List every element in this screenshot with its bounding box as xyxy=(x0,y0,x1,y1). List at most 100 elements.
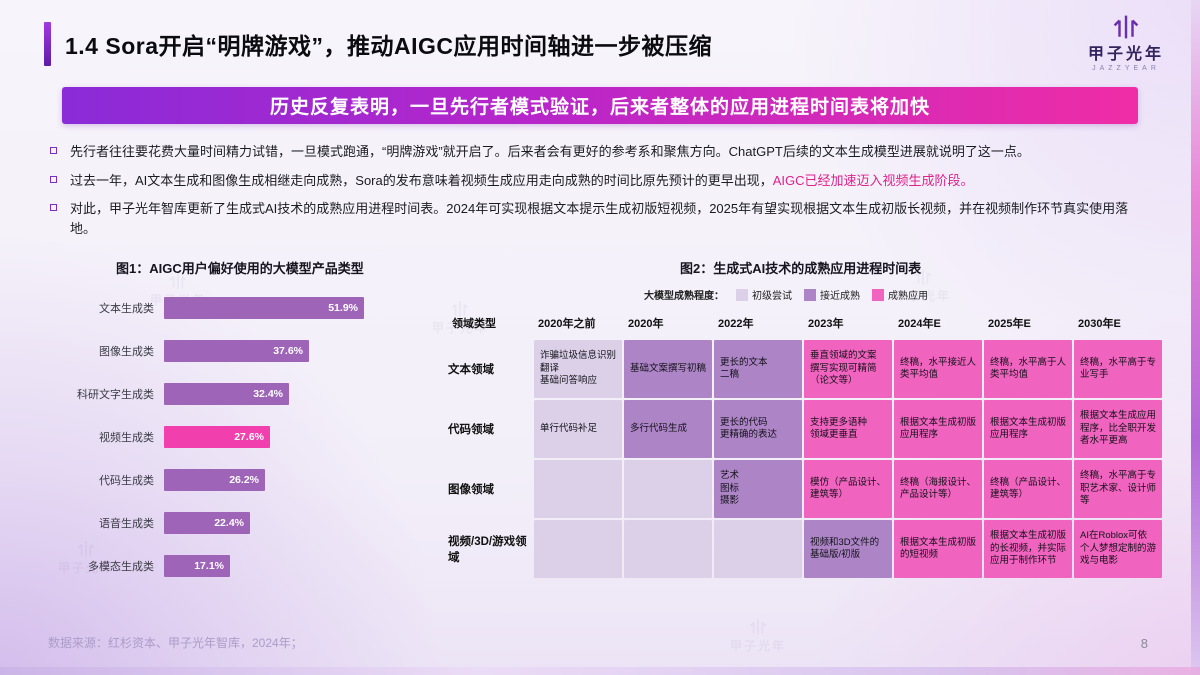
timeline-cell: 终稿（海报设计、产品设计等） xyxy=(894,460,982,518)
timeline-row-label: 图像领域 xyxy=(448,484,494,496)
timeline-cell: 视频和3D文件的基础版/初版 xyxy=(804,520,892,578)
page-title: 1.4 Sora开启“明牌游戏”，推动AIGC应用时间轴进一步被压缩 xyxy=(65,33,712,59)
timeline-column-header: 2022年 xyxy=(718,318,754,330)
bullet-accent-text: AIGC已经加速迈入视频生成阶段。 xyxy=(772,172,974,188)
legend-item-label: 初级尝试 xyxy=(752,291,792,302)
timeline-cell xyxy=(624,460,712,518)
timeline-cell: 根据文本生成应用程序，比全职开发者水平更高 xyxy=(1074,400,1162,458)
timeline-cell: 垂直领域的文案 撰写实现可精简（论文等） xyxy=(804,340,892,398)
timeline-cell: 单行代码补足 xyxy=(534,400,622,458)
legend-label: 大模型成熟程度： xyxy=(644,291,724,302)
bar-row: 文本生成类 51.9% xyxy=(48,297,448,319)
bar-value-label: 32.4% xyxy=(253,388,283,400)
data-source-note: 数据来源：红杉资本、甲子光年智库，2024年； xyxy=(48,636,303,650)
square-bullet-icon xyxy=(50,147,57,154)
timeline-row-label: 代码领域 xyxy=(448,424,494,436)
legend-swatch xyxy=(804,288,816,301)
brand-watermark: 甲子光年 xyxy=(730,618,786,654)
timeline-column-header: 2023年 xyxy=(808,318,844,330)
bar-value-label: 27.6% xyxy=(234,431,264,443)
bar-value-label: 37.6% xyxy=(273,345,303,357)
timeline-cell xyxy=(534,520,622,578)
square-bullet-icon xyxy=(50,204,57,211)
square-bullet-icon xyxy=(50,175,57,183)
timeline-row-label: 视频/3D/游戏领域 xyxy=(448,536,527,564)
key-message-banner: 历史反复表明，一旦先行者模式验证，后来者整体的应用进程时间表将加快 xyxy=(62,87,1138,124)
bar-value-label: 17.1% xyxy=(194,560,224,572)
bar: 27.6% xyxy=(164,426,270,448)
bar-category-label: 科研文字生成类 xyxy=(77,389,154,401)
brand-subname: JAZZYEAR xyxy=(1092,65,1160,72)
bar-category-label: 语音生成类 xyxy=(99,518,154,530)
right-edge-gradient xyxy=(1191,0,1200,675)
bar: 26.2% xyxy=(164,469,265,491)
bullet-item: 先行者往往要花费大量时间精力试错，一旦模式跑通，“明牌游戏”就开启了。后来者会有… xyxy=(48,142,1154,162)
title-accent-bar xyxy=(44,22,51,66)
timeline-cell: 根据文本生成初版应用程序 xyxy=(984,400,1072,458)
bullet-text: 对此，甲子光年智库更新了生成式AI技术的成熟应用进程时间表。2024年可实现根据… xyxy=(70,201,1129,236)
bar: 22.4% xyxy=(164,512,250,534)
bar: 32.4% xyxy=(164,383,289,405)
timeline-column-header: 2020年之前 xyxy=(538,318,596,330)
header: 1.4 Sora开启“明牌游戏”，推动AIGC应用时间轴进一步被压缩 xyxy=(44,22,712,66)
bullet-text: 过去一年，AI文本生成和图像生成相继走向成熟，Sora的发布意味着视频生成应用走… xyxy=(70,172,773,188)
bullet-list: 先行者往往要花费大量时间精力试错，一旦模式跑通，“明牌游戏”就开启了。后来者会有… xyxy=(48,142,1154,247)
timeline-cell: 根据文本生成初版应用程序 xyxy=(894,400,982,458)
bullet-text: 先行者往往要花费大量时间精力试错，一旦模式跑通，“明牌游戏”就开启了。后来者会有… xyxy=(70,144,1030,159)
timeline-cell: 更长的文本 二稿 xyxy=(714,340,802,398)
maturity-timeline-section: 图2：生成式AI技术的成熟应用进程时间表 大模型成熟程度： 初级尝试 接近成熟 成熟… xyxy=(448,258,1162,578)
timeline-cell: 更长的代码 更精确的表达 xyxy=(714,400,802,458)
bar-category-label: 文本生成类 xyxy=(99,303,154,315)
bar-row: 语音生成类 22.4% xyxy=(48,512,448,534)
page-number: 8 xyxy=(1140,636,1148,651)
timeline-column-header: 2020年 xyxy=(628,318,664,330)
timeline-cell: 终稿，水平高于专业写手 xyxy=(1074,340,1162,398)
timeline-cell: 终稿，水平接近人类平均值 xyxy=(894,340,982,398)
timeline-cell: 诈骗垃圾信息识别 翻译 基础问答响应 xyxy=(534,340,622,398)
bar-row: 图像生成类 37.6% xyxy=(48,340,448,362)
timeline-column-header: 2025年E xyxy=(988,318,1031,330)
timeline-column-header: 2024年E xyxy=(898,318,941,330)
timeline-cell: 终稿，水平高于人类平均值 xyxy=(984,340,1072,398)
timeline-column-header: 2030年E xyxy=(1078,318,1121,330)
bar: 37.6% xyxy=(164,340,309,362)
legend-item: 接近成熟 xyxy=(804,287,860,302)
timeline-cell: 多行代码生成 xyxy=(624,400,712,458)
brand-name: 甲子光年 xyxy=(1087,46,1164,63)
timeline-cell: 根据文本生成初版的长视频，并实际应用于制作环节 xyxy=(984,520,1072,578)
maturity-legend: 大模型成熟程度： 初级尝试 接近成熟 成熟应用 xyxy=(644,287,1162,302)
bar: 17.1% xyxy=(164,555,230,577)
legend-item-label: 接近成熟 xyxy=(820,291,860,302)
timeline-cell xyxy=(534,460,622,518)
brand-mark-icon xyxy=(1113,15,1139,39)
timeline-table: 领域类型 2020年之前 2020年 2022年 2023年 2024年E 2025年E 20… xyxy=(448,310,1162,578)
chart2-title: 图2：生成式AI技术的成熟应用进程时间表 xyxy=(680,261,922,276)
timeline-cell: 模仿（产品设计、建筑等） xyxy=(804,460,892,518)
timeline-cell xyxy=(624,520,712,578)
bullet-item: 对此，甲子光年智库更新了生成式AI技术的成熟应用进程时间表。2024年可实现根据… xyxy=(48,199,1154,238)
bar-value-label: 22.4% xyxy=(214,517,244,529)
legend-item: 初级尝试 xyxy=(736,287,792,302)
brand-logo: 甲子光年 JAZZYEAR xyxy=(1088,14,1164,72)
legend-item-label: 成熟应用 xyxy=(888,291,928,302)
timeline-column-header: 领域类型 xyxy=(452,318,496,330)
preference-bar-chart-section: 图1：AIGC用户偏好使用的大模型产品类型 文本生成类 51.9% 图像生成类 37.… xyxy=(48,258,448,598)
timeline-cell: 基础文案撰写初稿 xyxy=(624,340,712,398)
timeline-cell: 终稿，水平高于专职艺术家、设计师等 xyxy=(1074,460,1162,518)
bar-row: 视频生成类 27.6% xyxy=(48,426,448,448)
timeline-row-label: 文本领域 xyxy=(448,364,494,376)
bullet-item: 过去一年，AI文本生成和图像生成相继走向成熟，Sora的发布意味着视频生成应用走… xyxy=(48,171,1154,191)
bar-value-label: 51.9% xyxy=(328,302,358,314)
bar-row: 多模态生成类 17.1% xyxy=(48,555,448,577)
timeline-cell xyxy=(714,520,802,578)
bar-category-label: 视频生成类 xyxy=(99,432,154,444)
chart1-title: 图1：AIGC用户偏好使用的大模型产品类型 xyxy=(116,261,364,276)
bar-row: 代码生成类 26.2% xyxy=(48,469,448,491)
legend-swatch xyxy=(872,288,884,301)
timeline-cell: 根据文本生成初版的短视频 xyxy=(894,520,982,578)
timeline-cell: 支持更多语种 领域更垂直 xyxy=(804,400,892,458)
bar-category-label: 图像生成类 xyxy=(99,346,154,358)
timeline-cell: AI在Roblox可依个人梦想定制的游戏与电影 xyxy=(1074,520,1162,578)
bar-category-label: 代码生成类 xyxy=(99,475,154,487)
